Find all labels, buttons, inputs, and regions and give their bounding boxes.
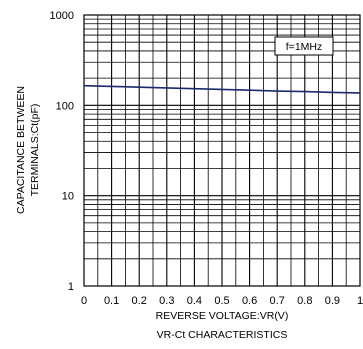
series-layer (83, 84, 361, 94)
y-tick-label: 1000 (50, 10, 74, 22)
x-tick-label: 0.8 (297, 295, 312, 307)
x-tick-label: 1 (357, 295, 363, 307)
x-tick-label: 0.1 (104, 295, 119, 307)
y-tick-label: 1 (68, 281, 74, 293)
x-tick-label: 0.4 (187, 295, 202, 307)
x-tick-labels: 0 0.1 0.2 0.3 0.4 0.5 0.6 0.7 0.8 0.9 1 (81, 295, 363, 307)
x-tick-label: 0.2 (132, 295, 147, 307)
y-axis-label-line1: CAPACITANCE BETWEEN (15, 86, 27, 214)
plot-frame (83, 14, 361, 287)
y-tick-label: 100 (56, 100, 74, 112)
annotation-box: f=1MHz (274, 36, 334, 56)
x-tick-label: 0 (81, 295, 87, 307)
annotation-background (274, 36, 334, 56)
y-tick-labels: 1 10 100 1000 (50, 10, 74, 293)
x-tick-label: 0.7 (270, 295, 285, 307)
y-tick-label: 10 (62, 191, 74, 203)
x-tick-label: 0.9 (325, 295, 340, 307)
chart-title: VR-Ct CHARACTERISTICS (157, 329, 288, 341)
x-tick-label: 0.5 (214, 295, 229, 307)
series-line (83, 84, 361, 94)
annotation-label: f=1MHz (286, 41, 322, 53)
x-tick-label: 0.3 (159, 295, 174, 307)
x-axis-label: REVERSE VOLTAGE:VR(V) (156, 310, 289, 322)
grid (84, 15, 360, 286)
x-tick-label: 0.6 (242, 295, 257, 307)
y-axis-label-line2: TERMINALS:Ct(pF) (29, 104, 41, 197)
